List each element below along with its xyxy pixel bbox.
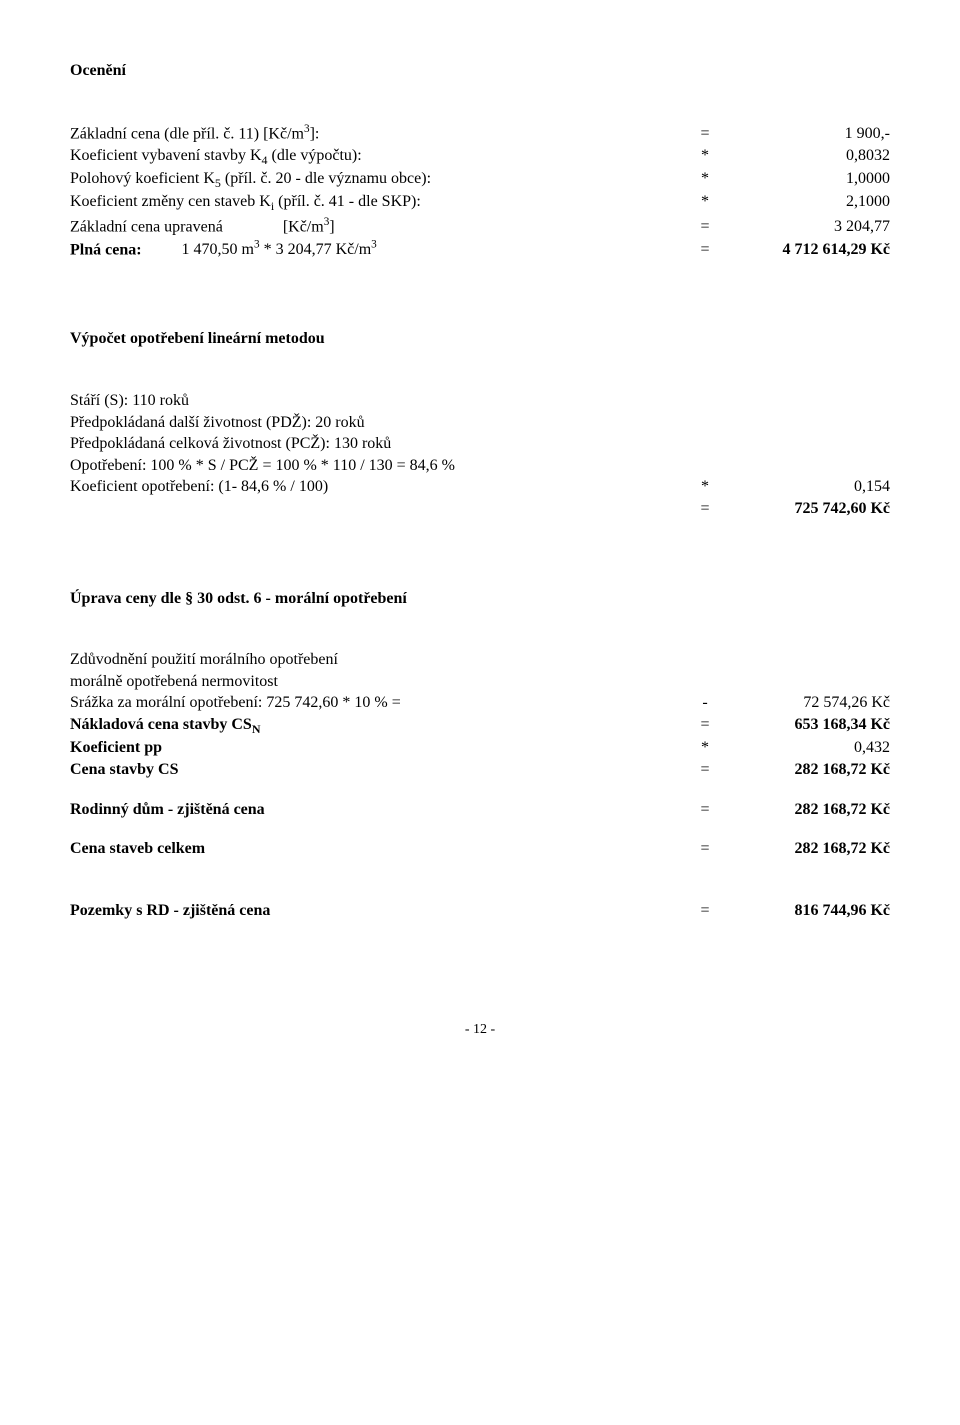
row-koef-vybaveni: Koeficient vybavení stavby K4 (dle výpoč…: [70, 145, 890, 168]
op: =: [690, 498, 720, 520]
row-nakladova-cena: Nákladová cena stavby CSN = 653 168,34 K…: [70, 714, 890, 737]
heading-uprava-ceny: Úprava ceny dle § 30 odst. 6 - morální o…: [70, 588, 890, 610]
text-pcz: Předpokládaná celková životnost (PCŽ): 1…: [70, 433, 890, 455]
row-zakladni-cena-upravena: Základní cena upravená[Kč/m3] = 3 204,77: [70, 215, 890, 238]
row-cena-staveb-celkem: Cena staveb celkem = 282 168,72 Kč: [70, 838, 890, 860]
op: =: [690, 216, 720, 238]
op: *: [690, 145, 720, 167]
op: =: [690, 239, 720, 261]
val: 725 742,60 Kč: [720, 498, 890, 520]
op: *: [690, 737, 720, 759]
row-opotrebeni-result: = 725 742,60 Kč: [70, 498, 890, 520]
op: =: [690, 123, 720, 145]
val: 0,8032: [720, 145, 890, 167]
row-rodinny-dum-cena: Rodinný dům - zjištěná cena = 282 168,72…: [70, 799, 890, 821]
val: 816 744,96 Kč: [720, 900, 890, 922]
heading-vypocet-opotrebeni: Výpočet opotřebení lineární metodou: [70, 328, 890, 350]
label: Koeficient opotřebení: (1- 84,6 % / 100): [70, 476, 690, 498]
label: Cena staveb celkem: [70, 838, 690, 860]
text-stari: Stáří (S): 110 roků: [70, 390, 890, 412]
val: 4 712 614,29 Kč: [720, 239, 890, 261]
label: Nákladová cena stavby CSN: [70, 714, 690, 737]
op: =: [690, 759, 720, 781]
val: 282 168,72 Kč: [720, 799, 890, 821]
label: Koeficient pp: [70, 737, 690, 759]
val: 282 168,72 Kč: [720, 838, 890, 860]
row-cena-stavby-cs: Cena stavby CS = 282 168,72 Kč: [70, 759, 890, 781]
label: Plná cena:1 470,50 m3 * 3 204,77 Kč/m3: [70, 238, 690, 261]
label: Koeficient změny cen staveb Ki (příl. č.…: [70, 191, 690, 214]
row-zakladni-cena: Základní cena (dle příl. č. 11) [Kč/m3]:…: [70, 122, 890, 145]
label: Pozemky s RD - zjištěná cena: [70, 900, 690, 922]
text-zduvodneni: Zdůvodnění použití morálního opotřebení: [70, 649, 890, 671]
row-koef-pp: Koeficient pp * 0,432: [70, 737, 890, 759]
row-plna-cena: Plná cena:1 470,50 m3 * 3 204,77 Kč/m3 =…: [70, 238, 890, 261]
op: =: [690, 714, 720, 736]
op: =: [690, 838, 720, 860]
val: 2,1000: [720, 191, 890, 213]
row-pozemky-rd-cena: Pozemky s RD - zjištěná cena = 816 744,9…: [70, 900, 890, 922]
label: Srážka za morální opotřebení: 725 742,60…: [70, 692, 690, 714]
val: 0,432: [720, 737, 890, 759]
op: *: [690, 476, 720, 498]
op: *: [690, 191, 720, 213]
row-koef-zmeny: Koeficient změny cen staveb Ki (příl. č.…: [70, 191, 890, 214]
val: 0,154: [720, 476, 890, 498]
text-opotrebeni-calc: Opotřebení: 100 % * S / PCŽ = 100 % * 11…: [70, 455, 890, 477]
val: 72 574,26 Kč: [720, 692, 890, 714]
label: Rodinný dům - zjištěná cena: [70, 799, 690, 821]
val: 3 204,77: [720, 216, 890, 238]
op: =: [690, 799, 720, 821]
label: Základní cena (dle příl. č. 11) [Kč/m3]:: [70, 122, 690, 145]
label: Koeficient vybavení stavby K4 (dle výpoč…: [70, 145, 690, 168]
label: Cena stavby CS: [70, 759, 690, 781]
page-number: - 12 -: [70, 1021, 890, 1040]
op: =: [690, 900, 720, 922]
label: Základní cena upravená[Kč/m3]: [70, 215, 690, 238]
row-polohovy-koef: Polohový koeficient K5 (příl. č. 20 - dl…: [70, 168, 890, 191]
heading-oceneni: Ocenění: [70, 60, 890, 82]
text-moralne: morálně opotřebená nermovitost: [70, 671, 890, 693]
val: 653 168,34 Kč: [720, 714, 890, 736]
val: 1 900,-: [720, 123, 890, 145]
op: -: [690, 692, 720, 714]
row-koef-opotrebeni: Koeficient opotřebení: (1- 84,6 % / 100)…: [70, 476, 890, 498]
text-pdz: Předpokládaná další životnost (PDŽ): 20 …: [70, 412, 890, 434]
row-srazka: Srážka za morální opotřebení: 725 742,60…: [70, 692, 890, 714]
val: 282 168,72 Kč: [720, 759, 890, 781]
label: Polohový koeficient K5 (příl. č. 20 - dl…: [70, 168, 690, 191]
val: 1,0000: [720, 168, 890, 190]
op: *: [690, 168, 720, 190]
